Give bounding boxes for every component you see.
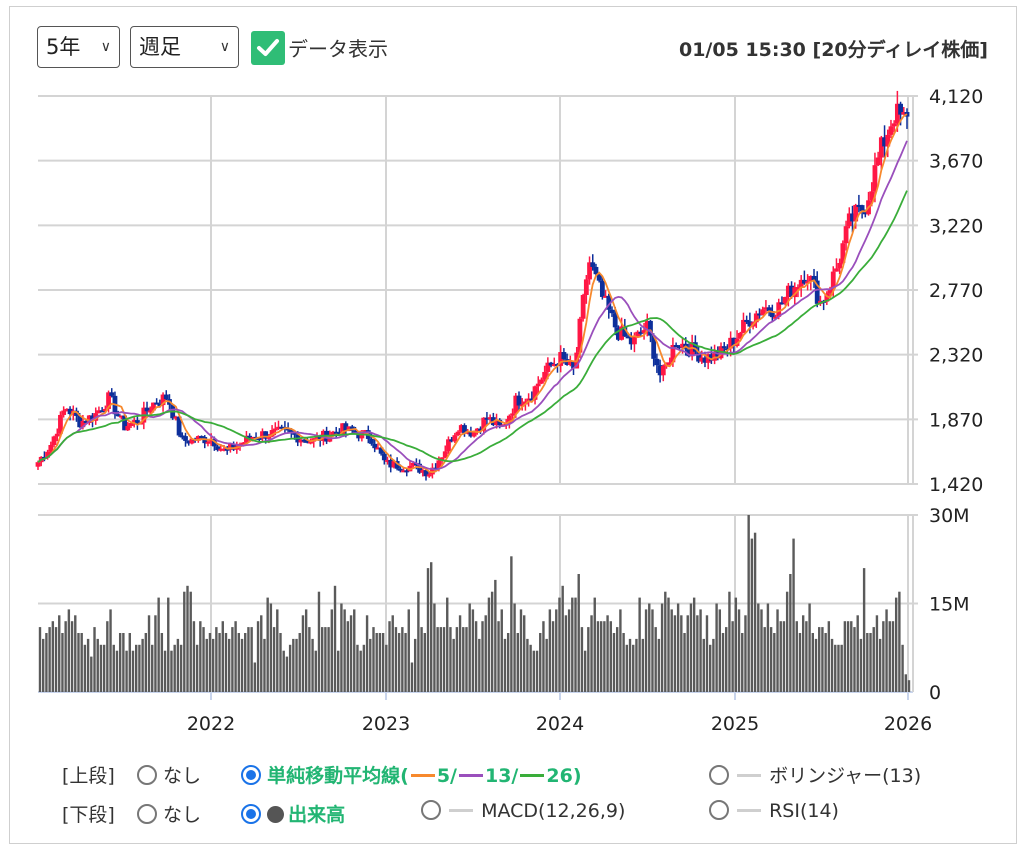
upper-none-label: なし	[162, 765, 201, 787]
svg-text:2026: 2026	[884, 713, 932, 735]
axis-labels: 1,420 1,870 2,320 2,770 3,220 3,670 4,120 0 15M 3…	[187, 86, 984, 735]
stock-chart[interactable]: 1,420 1,870 2,320 2,770 3,220 3,670 4,120 0 15M 3…	[0, 0, 1024, 740]
rsi-option: RSI(14)	[709, 800, 839, 822]
price-timestamp: 01/05 15:30 [20分ディレイ株価]	[678, 39, 988, 61]
data-display-checkbox[interactable]	[251, 31, 285, 65]
rsi-radio[interactable]	[709, 800, 729, 820]
macd-option: MACD(12,26,9)	[421, 800, 625, 822]
sma-radio[interactable]	[241, 765, 262, 785]
svg-text:4,120: 4,120	[929, 86, 983, 108]
chevron-down-icon: ∨	[100, 39, 111, 55]
svg-text:30M: 30M	[929, 505, 970, 527]
volume-label: 出来高	[288, 804, 346, 826]
svg-text:2023: 2023	[362, 713, 410, 735]
data-display-label: データ表示	[288, 37, 388, 61]
ma5-swatch	[410, 774, 435, 777]
svg-text:2024: 2024	[536, 713, 584, 735]
interval-select-value: 週足	[139, 35, 181, 59]
ma13-label: 13/	[484, 765, 519, 787]
bollinger-option: ボリンジャー(13)	[709, 761, 921, 788]
svg-text:2025: 2025	[711, 713, 759, 735]
svg-text:2,770: 2,770	[929, 280, 983, 302]
checkmark-icon	[257, 39, 279, 56]
volume-dot-icon	[267, 806, 285, 823]
svg-text:0: 0	[929, 682, 941, 704]
ma26-swatch	[520, 774, 545, 777]
svg-text:2,320: 2,320	[929, 345, 983, 367]
svg-text:1,420: 1,420	[929, 474, 983, 496]
chevron-down-icon: ∨	[219, 39, 230, 55]
rsi-swatch	[737, 809, 762, 812]
lower-none-radio[interactable]	[136, 804, 157, 824]
svg-text:2022: 2022	[187, 713, 235, 735]
upper-row-label: [上段]	[62, 765, 115, 787]
volume-radio[interactable]	[241, 804, 262, 824]
macd-label: MACD(12,26,9)	[481, 800, 626, 822]
macd-radio[interactable]	[421, 800, 441, 820]
svg-text:3,220: 3,220	[929, 215, 983, 237]
period-select[interactable]: 5年 ∨	[37, 26, 120, 68]
sma-label: 単純移動平均線( 5/13/26)	[267, 765, 581, 787]
svg-text:15M: 15M	[929, 594, 970, 616]
svg-text:3,670: 3,670	[929, 151, 983, 173]
ma5-label: 5/	[436, 765, 457, 787]
svg-text:1,870: 1,870	[929, 409, 983, 431]
lower-row-label: [下段]	[62, 804, 115, 826]
lower-indicator-row: [下段] なし 出来高	[62, 800, 345, 827]
ma13-swatch	[458, 774, 483, 777]
rsi-label: RSI(14)	[769, 800, 839, 822]
volume-bars	[38, 515, 911, 692]
period-select-value: 5年	[46, 35, 81, 59]
moving-averages	[37, 113, 908, 474]
sma-title: 単純移動平均線(	[267, 765, 409, 787]
macd-swatch	[449, 809, 474, 812]
upper-none-radio[interactable]	[136, 765, 157, 785]
upper-indicator-row: [上段] なし 単純移動平均線( 5/13/26)	[62, 761, 582, 788]
bollinger-radio[interactable]	[709, 765, 729, 785]
lower-none-label: なし	[162, 804, 201, 826]
interval-select[interactable]: 週足 ∨	[130, 26, 239, 68]
bollinger-swatch	[737, 774, 762, 777]
price-candles	[35, 90, 910, 481]
bollinger-label: ボリンジャー(13)	[769, 765, 922, 787]
ma26-label: 26)	[546, 765, 582, 787]
